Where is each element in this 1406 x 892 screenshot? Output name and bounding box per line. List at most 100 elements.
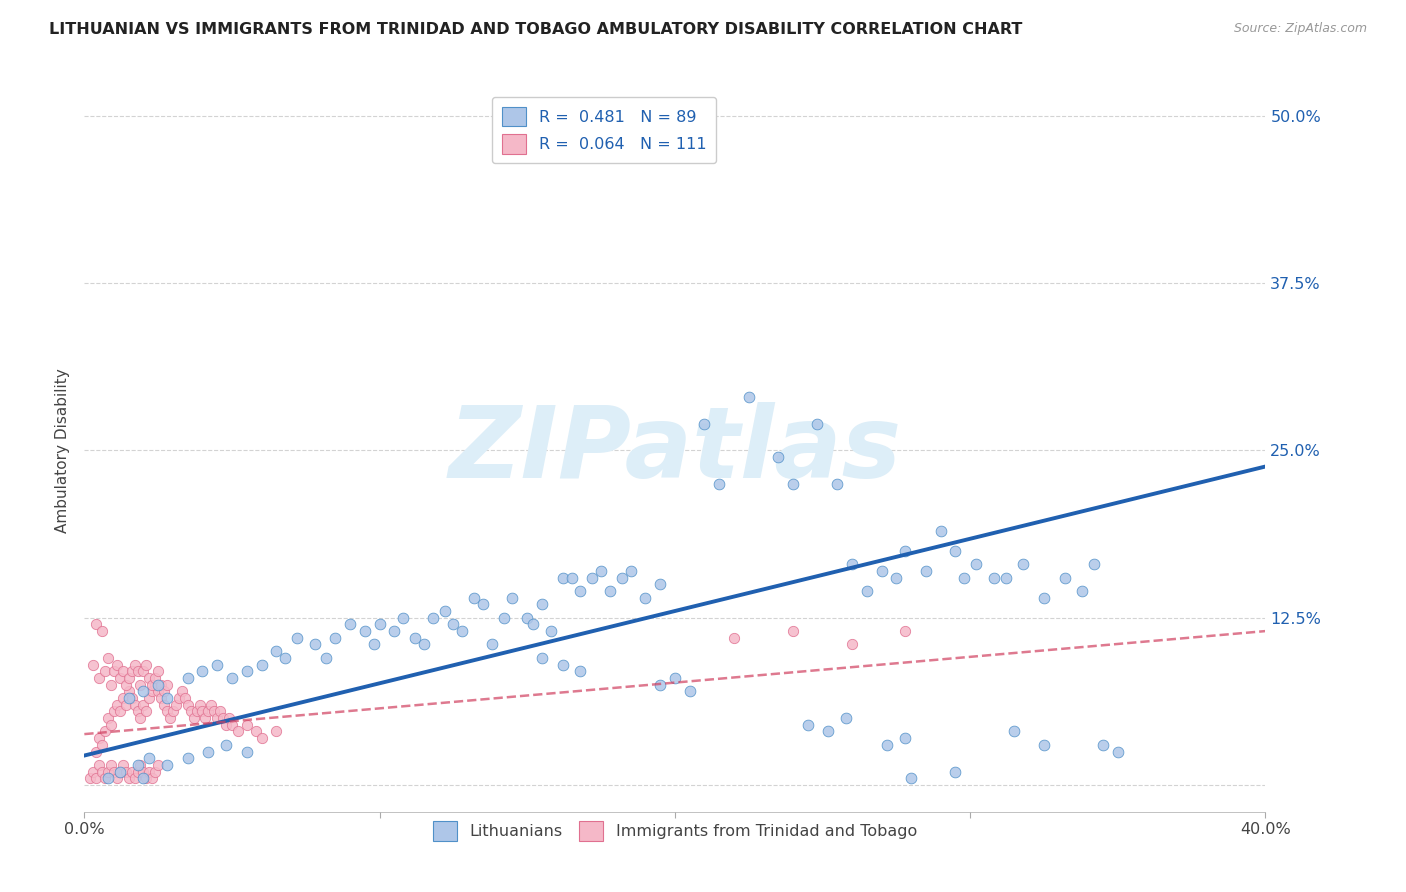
- Point: [100, 678, 122, 692]
- Point: [94, 664, 117, 679]
- Point: [236, 717, 259, 731]
- Point: [132, 684, 155, 698]
- Point: [551, 657, 574, 672]
- Point: [354, 624, 377, 639]
- Point: [132, 664, 155, 679]
- Point: [135, 771, 157, 786]
- Point: [983, 571, 1005, 585]
- Point: [127, 664, 149, 679]
- Point: [797, 717, 820, 731]
- Point: [84, 617, 107, 632]
- Point: [413, 637, 436, 651]
- Point: [433, 604, 456, 618]
- Point: [876, 738, 898, 752]
- Point: [953, 571, 976, 585]
- Point: [285, 631, 308, 645]
- Point: [129, 758, 152, 772]
- Point: [150, 690, 173, 705]
- Point: [197, 744, 219, 758]
- Point: [153, 698, 176, 712]
- Point: [143, 678, 166, 692]
- Point: [118, 684, 141, 698]
- Point: [569, 584, 592, 599]
- Point: [183, 711, 205, 725]
- Point: [153, 684, 176, 698]
- Point: [392, 611, 415, 625]
- Point: [1012, 557, 1035, 572]
- Text: LITHUANIAN VS IMMIGRANTS FROM TRINIDAD AND TOBAGO AMBULATORY DISABILITY CORRELAT: LITHUANIAN VS IMMIGRANTS FROM TRINIDAD A…: [49, 22, 1022, 37]
- Point: [250, 731, 273, 746]
- Point: [827, 476, 849, 491]
- Point: [97, 651, 120, 665]
- Point: [127, 758, 149, 772]
- Point: [620, 564, 643, 578]
- Point: [129, 678, 152, 692]
- Point: [129, 711, 152, 725]
- Point: [118, 690, 141, 705]
- Point: [114, 698, 136, 712]
- Point: [679, 684, 702, 698]
- Point: [599, 584, 621, 599]
- Point: [266, 724, 288, 739]
- Point: [531, 598, 554, 612]
- Point: [127, 705, 149, 719]
- Point: [156, 678, 179, 692]
- Point: [1071, 584, 1094, 599]
- Point: [177, 751, 200, 765]
- Point: [173, 690, 195, 705]
- Point: [143, 671, 166, 685]
- Point: [915, 564, 938, 578]
- Point: [1033, 738, 1056, 752]
- Point: [135, 705, 157, 719]
- Point: [363, 637, 385, 651]
- Point: [929, 524, 952, 538]
- Point: [100, 758, 122, 772]
- Point: [221, 671, 243, 685]
- Point: [118, 771, 141, 786]
- Point: [250, 657, 273, 672]
- Point: [180, 705, 202, 719]
- Point: [581, 571, 603, 585]
- Point: [202, 705, 225, 719]
- Point: [481, 637, 503, 651]
- Point: [191, 664, 214, 679]
- Point: [664, 671, 686, 685]
- Point: [100, 717, 122, 731]
- Point: [634, 591, 657, 605]
- Point: [167, 690, 190, 705]
- Point: [108, 705, 131, 719]
- Point: [610, 571, 633, 585]
- Point: [382, 624, 406, 639]
- Point: [124, 698, 146, 712]
- Point: [156, 690, 179, 705]
- Point: [200, 698, 222, 712]
- Point: [870, 564, 893, 578]
- Point: [782, 624, 804, 639]
- Point: [569, 664, 592, 679]
- Point: [1004, 724, 1026, 739]
- Text: ZIPatlas: ZIPatlas: [449, 402, 901, 499]
- Point: [91, 624, 114, 639]
- Point: [111, 690, 134, 705]
- Point: [856, 584, 879, 599]
- Point: [965, 557, 987, 572]
- Point: [97, 771, 120, 786]
- Point: [87, 671, 111, 685]
- Point: [105, 698, 128, 712]
- Point: [82, 764, 104, 779]
- Point: [121, 764, 143, 779]
- Point: [150, 678, 173, 692]
- Point: [841, 557, 863, 572]
- Point: [806, 417, 828, 431]
- Point: [443, 617, 465, 632]
- Y-axis label: Ambulatory Disability: Ambulatory Disability: [55, 368, 70, 533]
- Point: [105, 771, 128, 786]
- Point: [451, 624, 474, 639]
- Point: [501, 591, 523, 605]
- Point: [127, 764, 149, 779]
- Point: [900, 771, 922, 786]
- Point: [148, 664, 170, 679]
- Point: [463, 591, 485, 605]
- Point: [561, 571, 583, 585]
- Point: [368, 617, 391, 632]
